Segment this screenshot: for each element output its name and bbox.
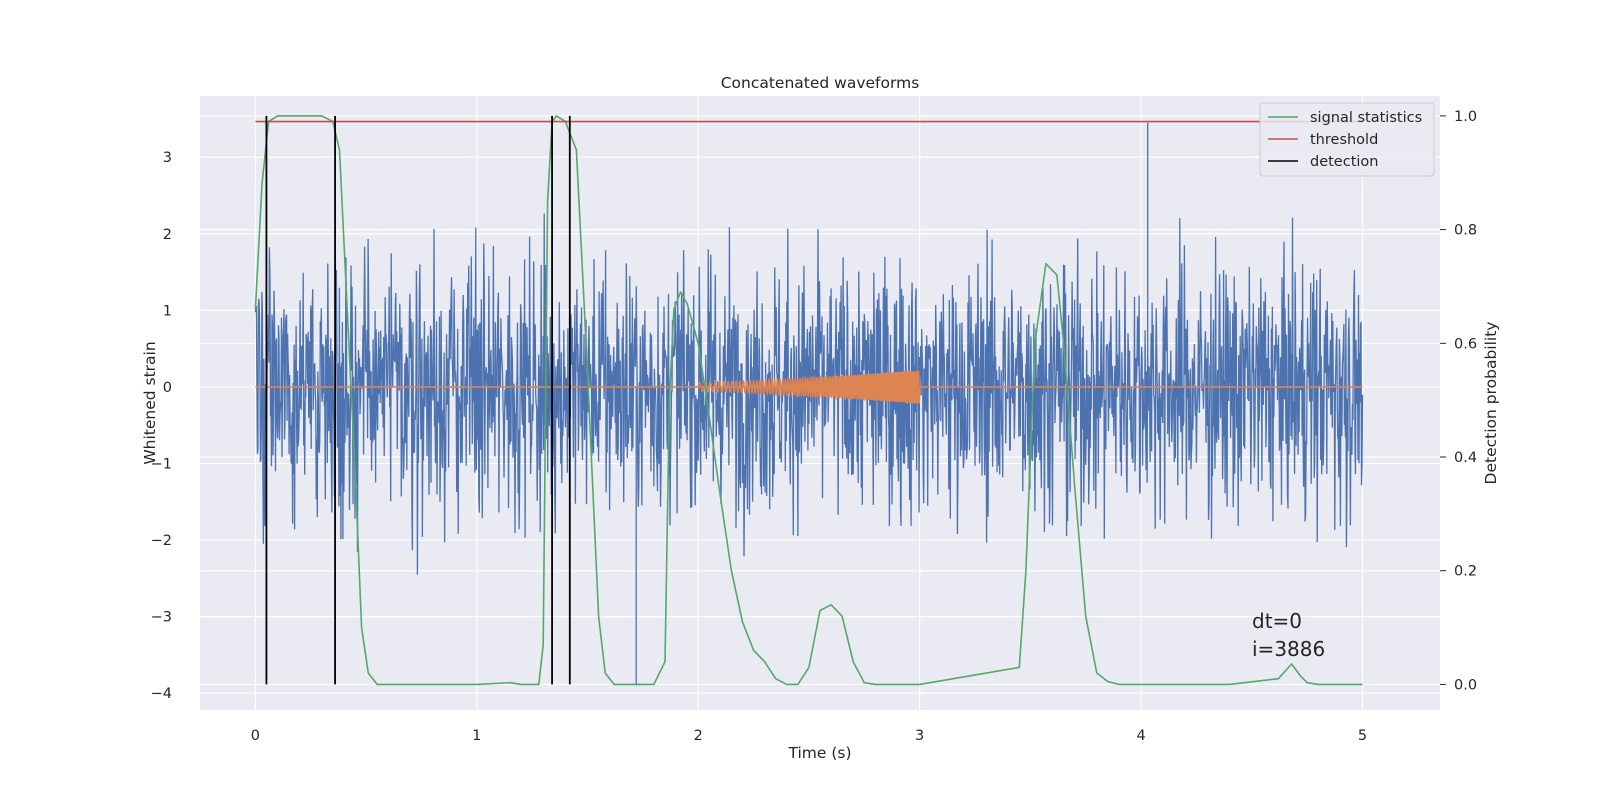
annotation-index: i=3886 xyxy=(1252,637,1325,661)
strain-trace xyxy=(254,122,1364,686)
y2-tick-label: 1.0 xyxy=(1454,109,1477,125)
y2-tick-label: 0.8 xyxy=(1454,223,1477,239)
annotation-dt: dt=0 xyxy=(1252,609,1302,633)
y2-tick-label: 0.6 xyxy=(1454,336,1477,352)
y-tick-label: −3 xyxy=(151,610,172,626)
signal-statistics-line xyxy=(254,115,1363,686)
y-axis-label: Whitened strain xyxy=(141,341,159,464)
y-tick-label: 3 xyxy=(163,150,172,166)
legend-label-signal-statistics: signal statistics xyxy=(1310,110,1422,126)
y-tick-label: 1 xyxy=(163,303,172,319)
y-tick-label: 0 xyxy=(163,380,172,396)
y2-tick-label: 0.2 xyxy=(1454,564,1477,580)
y2-tick-label: 0.0 xyxy=(1454,677,1477,693)
injected-waveform xyxy=(255,370,1363,404)
detection-series xyxy=(265,115,571,685)
y2-axis-label: Detection probability xyxy=(1482,322,1500,485)
x-tick-label: 5 xyxy=(1358,728,1367,744)
strain-line xyxy=(254,213,1364,575)
x-tick-label: 1 xyxy=(472,728,481,744)
y-tick-label: −2 xyxy=(151,533,172,549)
waveform-chirp xyxy=(697,370,921,404)
x-tick-label: 3 xyxy=(915,728,924,744)
x-axis-label: Time (s) xyxy=(787,744,851,762)
y-tick-label: 2 xyxy=(163,227,172,243)
legend: signal statistics threshold detection xyxy=(1259,102,1435,177)
y-tick-label: −1 xyxy=(151,456,172,472)
legend-label-threshold: threshold xyxy=(1310,132,1378,148)
ticks: 0 1 2 3 4 5 −4 −3 −2 −1 0 1 2 3 0.0 0.2 0.4 0.6 0.8 1.0 xyxy=(151,109,1477,744)
y2-tick-label: 0.4 xyxy=(1454,450,1477,466)
y-tick-label: −4 xyxy=(151,686,172,702)
chart-title: Concatenated waveforms xyxy=(721,74,920,92)
x-tick-label: 0 xyxy=(251,728,260,744)
x-tick-label: 2 xyxy=(694,728,703,744)
legend-frame xyxy=(1259,102,1435,177)
x-tick-label: 4 xyxy=(1136,728,1145,744)
signal-statistics-series xyxy=(254,115,1363,686)
legend-label-detection: detection xyxy=(1310,154,1378,170)
